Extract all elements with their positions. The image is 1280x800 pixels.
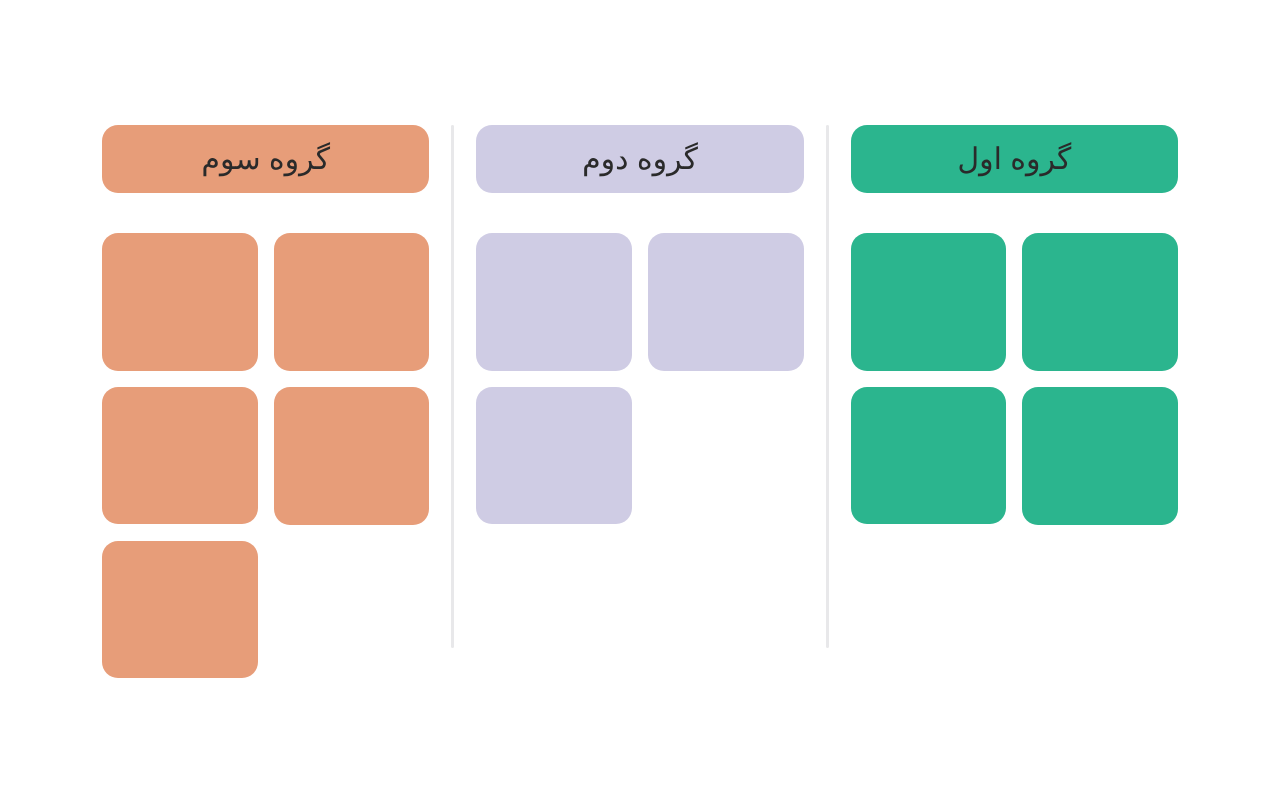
column-group-2: گروه دوم [454, 125, 825, 678]
columns-container: گروه اول گروه دوم گروه سوم [0, 0, 1280, 678]
tile-group-3 [102, 387, 258, 525]
header-label-group-1: گروه اول [957, 142, 1071, 177]
tile-group-3 [274, 233, 430, 371]
tiles-group-3 [102, 233, 429, 678]
header-group-2: گروه دوم [476, 125, 803, 193]
tile-group-2 [648, 233, 804, 371]
column-group-1: گروه اول [829, 125, 1200, 678]
header-label-group-2: گروه دوم [582, 142, 698, 177]
tile-group-3 [102, 541, 258, 679]
tile-group-2 [476, 233, 632, 371]
tile-group-1 [851, 233, 1007, 371]
tile-group-3 [102, 233, 258, 371]
tile-group-1 [851, 387, 1007, 525]
tiles-group-2 [476, 233, 803, 524]
divider-1 [826, 125, 829, 648]
divider-2 [451, 125, 454, 648]
header-label-group-3: گروه سوم [201, 142, 330, 177]
tile-group-1 [1022, 233, 1178, 371]
tile-group-3 [274, 387, 430, 525]
header-group-3: گروه سوم [102, 125, 429, 193]
tiles-group-1 [851, 233, 1178, 525]
header-group-1: گروه اول [851, 125, 1178, 193]
tile-group-1 [1022, 387, 1178, 525]
tile-group-2 [476, 387, 632, 525]
column-group-3: گروه سوم [80, 125, 451, 678]
